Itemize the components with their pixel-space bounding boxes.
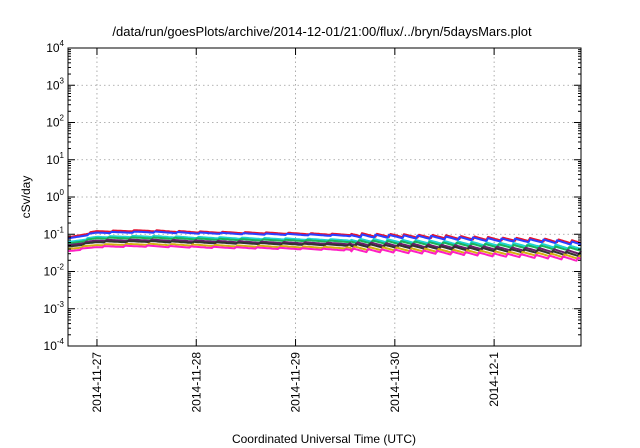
series-line	[67, 242, 582, 260]
x-axis-label: Coordinated Universal Time (UTC)	[232, 432, 416, 446]
series-line	[67, 230, 582, 246]
x-axis: 2014-11-27 2014-11-28 2014-11-29 2014-11-30…	[90, 48, 501, 413]
y-tick-label: 100	[46, 188, 64, 204]
x-tick-label: 2014-11-30	[388, 352, 402, 413]
y-tick-label: 104	[46, 39, 64, 55]
series-line	[67, 236, 582, 252]
series-line	[67, 229, 582, 245]
y-tick-label: 10-3	[44, 300, 65, 316]
y-axis: 10-4 10-3 10-2 10-1 100 101 102 103 104	[44, 39, 581, 353]
chart-title: /data/run/goesPlots/archive/2014-12-01/2…	[112, 24, 532, 39]
y-axis-label: cSv/day	[19, 176, 33, 219]
x-tick-label: 2014-12-1	[487, 352, 501, 407]
x-tick-label: 2014-11-28	[189, 352, 203, 413]
y-tick-label: 10-4	[44, 337, 65, 353]
series-line	[67, 244, 582, 262]
y-tick-label: 10-2	[44, 263, 65, 279]
y-tick-label: 103	[46, 76, 64, 92]
y-tick-label: 102	[46, 114, 64, 130]
y-tick-label: 10-1	[44, 225, 65, 241]
series-line	[67, 234, 582, 250]
series-layer	[67, 229, 582, 262]
series-line	[67, 240, 582, 257]
x-tick-label: 2014-11-27	[90, 352, 104, 413]
grid	[68, 48, 581, 346]
x-tick-label: 2014-11-29	[289, 352, 303, 413]
y-tick-label: 101	[46, 151, 64, 167]
